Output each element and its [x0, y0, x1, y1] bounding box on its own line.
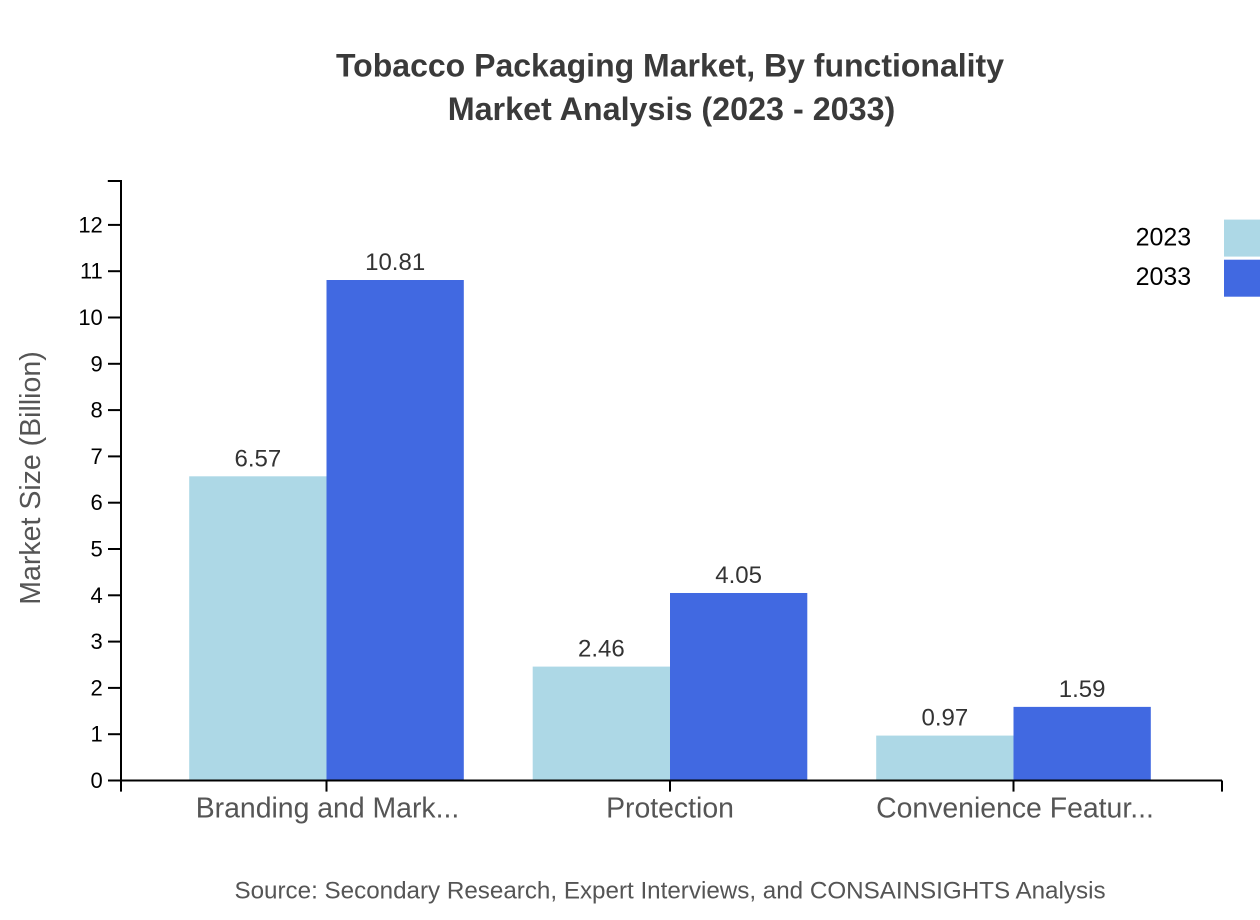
svg-text:5: 5 — [91, 537, 103, 562]
svg-text:7: 7 — [91, 444, 103, 469]
svg-text:Convenience Featur...: Convenience Featur... — [876, 792, 1154, 824]
svg-text:8: 8 — [91, 398, 103, 423]
svg-text:9: 9 — [91, 351, 103, 376]
svg-text:2.46: 2.46 — [578, 636, 625, 663]
svg-text:6.57: 6.57 — [234, 445, 281, 472]
svg-text:3: 3 — [91, 629, 103, 654]
svg-text:6: 6 — [91, 490, 103, 515]
svg-text:Tobacco Packaging Market, By f: Tobacco Packaging Market, By functionali… — [336, 48, 1004, 84]
svg-text:Source: Secondary Research, Ex: Source: Secondary Research, Expert Inter… — [234, 878, 1105, 905]
svg-text:1.59: 1.59 — [1059, 676, 1106, 703]
svg-text:10: 10 — [78, 305, 102, 330]
svg-text:2023: 2023 — [1136, 224, 1192, 252]
svg-text:12: 12 — [78, 212, 102, 237]
svg-text:2: 2 — [91, 675, 103, 700]
svg-text:0.97: 0.97 — [921, 705, 968, 732]
svg-text:Protection: Protection — [606, 792, 734, 824]
svg-text:4: 4 — [91, 583, 103, 608]
svg-text:Market Size (Billion): Market Size (Billion) — [15, 351, 47, 604]
svg-text:2033: 2033 — [1136, 263, 1192, 291]
svg-text:Branding and Mark...: Branding and Mark... — [196, 792, 460, 824]
svg-text:11: 11 — [80, 259, 103, 284]
svg-text:10.81: 10.81 — [365, 249, 425, 276]
svg-text:1: 1 — [91, 722, 103, 747]
svg-text:4.05: 4.05 — [715, 562, 762, 589]
svg-text:0: 0 — [91, 768, 103, 793]
svg-text:Market Analysis (2023 - 2033): Market Analysis (2023 - 2033) — [448, 91, 896, 127]
